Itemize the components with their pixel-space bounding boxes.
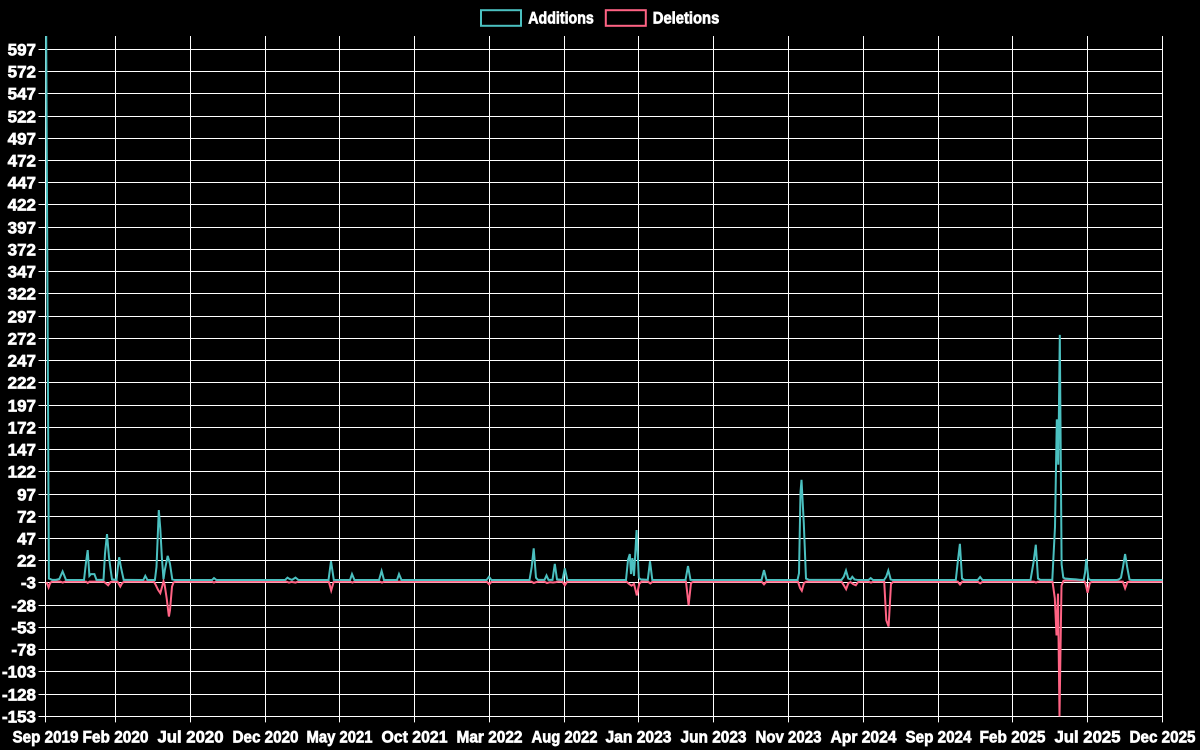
- svg-text:347: 347: [8, 262, 36, 281]
- svg-text:Aug 2022: Aug 2022: [532, 727, 598, 746]
- svg-text:222: 222: [8, 373, 36, 392]
- svg-text:547: 547: [8, 84, 36, 103]
- svg-text:Apr 2024: Apr 2024: [831, 727, 897, 746]
- svg-text:72: 72: [17, 507, 36, 526]
- svg-text:Additions: Additions: [528, 8, 594, 27]
- svg-text:Nov 2023: Nov 2023: [756, 727, 822, 746]
- svg-text:Mar 2022: Mar 2022: [457, 727, 523, 746]
- svg-text:497: 497: [8, 129, 36, 148]
- svg-text:322: 322: [8, 284, 36, 303]
- svg-text:Feb 2020: Feb 2020: [83, 727, 149, 746]
- svg-text:Jan 2023: Jan 2023: [606, 727, 672, 746]
- svg-text:Deletions: Deletions: [653, 8, 720, 27]
- svg-text:-153: -153: [2, 707, 36, 726]
- svg-text:272: 272: [8, 329, 36, 348]
- svg-text:Dec 2025: Dec 2025: [1130, 727, 1196, 746]
- svg-text:597: 597: [8, 40, 36, 59]
- svg-text:Oct 2021: Oct 2021: [382, 727, 448, 746]
- svg-text:372: 372: [8, 240, 36, 259]
- svg-text:May 2021: May 2021: [307, 727, 373, 746]
- svg-text:Jun 2023: Jun 2023: [681, 727, 747, 746]
- svg-text:-103: -103: [2, 662, 36, 681]
- svg-text:447: 447: [8, 173, 36, 192]
- svg-text:297: 297: [8, 307, 36, 326]
- svg-text:97: 97: [17, 485, 36, 504]
- svg-text:522: 522: [8, 107, 36, 126]
- svg-text:Jul 2025: Jul 2025: [1055, 727, 1121, 746]
- svg-text:122: 122: [8, 462, 36, 481]
- svg-text:-28: -28: [11, 596, 36, 615]
- svg-text:147: 147: [8, 440, 36, 459]
- svg-text:-3: -3: [21, 573, 36, 592]
- svg-text:Dec 2020: Dec 2020: [233, 727, 299, 746]
- svg-text:422: 422: [8, 195, 36, 214]
- svg-text:-128: -128: [2, 685, 36, 704]
- svg-text:Feb 2025: Feb 2025: [980, 727, 1046, 746]
- svg-text:22: 22: [17, 551, 36, 570]
- svg-text:Jul 2020: Jul 2020: [158, 727, 224, 746]
- svg-text:172: 172: [8, 418, 36, 437]
- svg-text:472: 472: [8, 151, 36, 170]
- svg-text:572: 572: [8, 62, 36, 81]
- svg-text:Sep 2024: Sep 2024: [906, 727, 972, 746]
- svg-text:397: 397: [8, 218, 36, 237]
- svg-text:197: 197: [8, 396, 36, 415]
- svg-text:47: 47: [17, 529, 36, 548]
- svg-text:-53: -53: [11, 618, 36, 637]
- svg-text:247: 247: [8, 351, 36, 370]
- svg-text:-78: -78: [11, 640, 36, 659]
- svg-text:Sep 2019: Sep 2019: [13, 727, 79, 746]
